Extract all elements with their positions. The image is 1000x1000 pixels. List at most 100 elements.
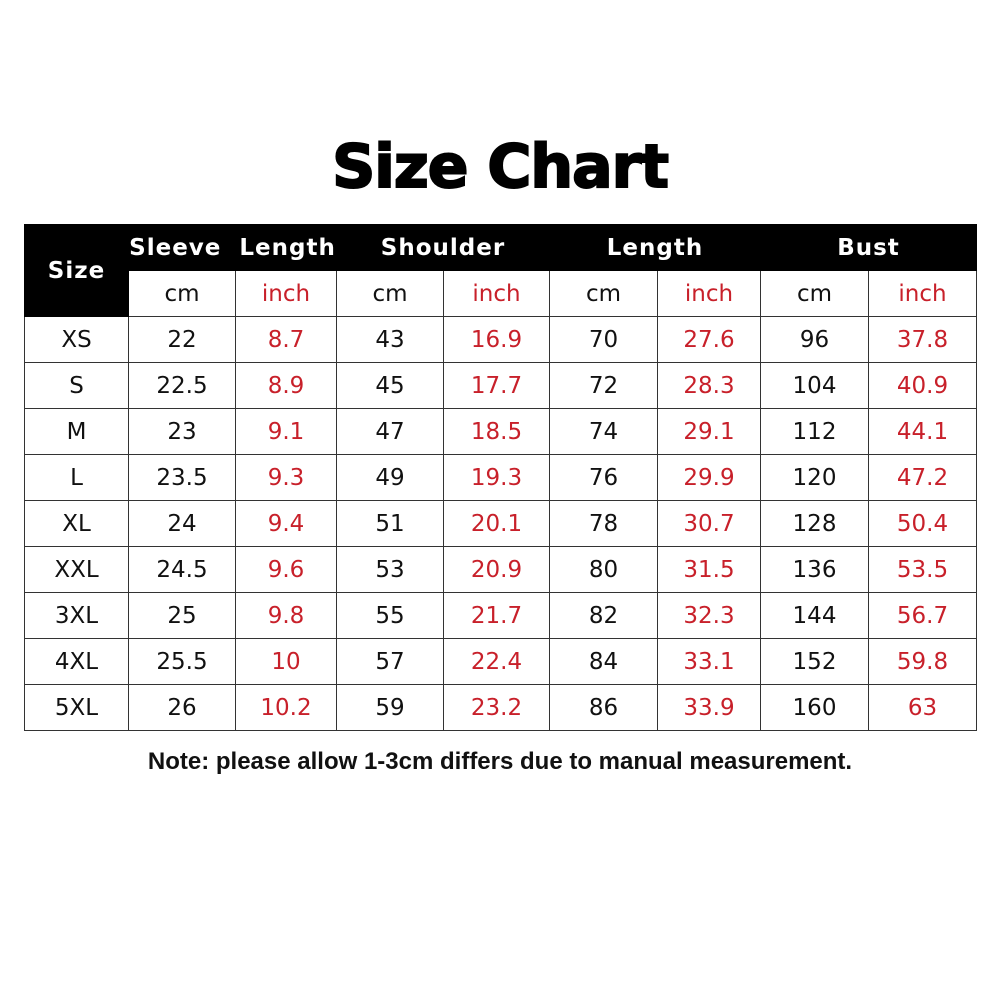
cell: 33.9 (657, 684, 761, 731)
size-label: 4XL (24, 638, 129, 685)
cell: 70 (549, 316, 658, 363)
cell: 9.3 (235, 454, 337, 501)
cell: 22 (128, 316, 236, 363)
cell: 57 (336, 638, 444, 685)
cell: 10 (235, 638, 337, 685)
cell: 56.7 (868, 592, 977, 639)
size-label: XL (24, 500, 129, 547)
cell: 33.1 (657, 638, 761, 685)
cell: 50.4 (868, 500, 977, 547)
cell: 8.9 (235, 362, 337, 409)
cell: 29.9 (657, 454, 761, 501)
cell: 8.7 (235, 316, 337, 363)
header-sleeve-length: Sleeve Length (128, 224, 337, 271)
cell: 152 (760, 638, 869, 685)
cell: 25 (128, 592, 236, 639)
table-row: XS 22 8.7 43 16.9 70 27.6 96 37.8 (24, 316, 977, 363)
cell: 104 (760, 362, 869, 409)
cell: 74 (549, 408, 658, 455)
cell: 22.4 (443, 638, 550, 685)
cell: 120 (760, 454, 869, 501)
cell: 16.9 (443, 316, 550, 363)
cell: 59 (336, 684, 444, 731)
cell: 160 (760, 684, 869, 731)
cell: 9.1 (235, 408, 337, 455)
cell: 30.7 (657, 500, 761, 547)
cell: 9.6 (235, 546, 337, 593)
cell: 136 (760, 546, 869, 593)
cell: 19.3 (443, 454, 550, 501)
cell: 128 (760, 500, 869, 547)
unit-inch: inch (657, 270, 761, 317)
cell: 27.6 (657, 316, 761, 363)
cell: 31.5 (657, 546, 761, 593)
cell: 23 (128, 408, 236, 455)
unit-inch: inch (868, 270, 977, 317)
cell: 59.8 (868, 638, 977, 685)
table-row: XL 24 9.4 51 20.1 78 30.7 128 50.4 (24, 500, 977, 547)
cell: 17.7 (443, 362, 550, 409)
unit-cm: cm (760, 270, 869, 317)
cell: 144 (760, 592, 869, 639)
cell: 96 (760, 316, 869, 363)
cell: 84 (549, 638, 658, 685)
size-label: M (24, 408, 129, 455)
table-row: 4XL 25.5 10 57 22.4 84 33.1 152 59.8 (24, 638, 977, 685)
cell: 23.2 (443, 684, 550, 731)
cell: 23.5 (128, 454, 236, 501)
cell: 40.9 (868, 362, 977, 409)
cell: 112 (760, 408, 869, 455)
cell: 86 (549, 684, 658, 731)
cell: 21.7 (443, 592, 550, 639)
unit-cm: cm (336, 270, 444, 317)
cell: 24.5 (128, 546, 236, 593)
size-label: 5XL (24, 684, 129, 731)
cell: 32.3 (657, 592, 761, 639)
cell: 20.9 (443, 546, 550, 593)
cell: 18.5 (443, 408, 550, 455)
cell: 72 (549, 362, 658, 409)
size-label: 3XL (24, 592, 129, 639)
cell: 28.3 (657, 362, 761, 409)
unit-cm: cm (549, 270, 658, 317)
cell: 53.5 (868, 546, 977, 593)
table-row: XXL 24.5 9.6 53 20.9 80 31.5 136 53.5 (24, 546, 977, 593)
cell: 20.1 (443, 500, 550, 547)
size-label: S (24, 362, 129, 409)
size-label: XXL (24, 546, 129, 593)
unit-inch: inch (443, 270, 550, 317)
cell: 29.1 (657, 408, 761, 455)
table-row: 3XL 25 9.8 55 21.7 82 32.3 144 56.7 (24, 592, 977, 639)
unit-inch: inch (235, 270, 337, 317)
cell: 9.4 (235, 500, 337, 547)
table-row: S 22.5 8.9 45 17.7 72 28.3 104 40.9 (24, 362, 977, 409)
cell: 47.2 (868, 454, 977, 501)
size-label: L (24, 454, 129, 501)
cell: 76 (549, 454, 658, 501)
cell: 9.8 (235, 592, 337, 639)
cell: 22.5 (128, 362, 236, 409)
cell: 51 (336, 500, 444, 547)
header-size: Size (24, 224, 129, 317)
cell: 82 (549, 592, 658, 639)
cell: 80 (549, 546, 658, 593)
cell: 26 (128, 684, 236, 731)
table-row: 5XL 26 10.2 59 23.2 86 33.9 160 63 (24, 684, 977, 731)
cell: 78 (549, 500, 658, 547)
cell: 49 (336, 454, 444, 501)
table-row: M 23 9.1 47 18.5 74 29.1 112 44.1 (24, 408, 977, 455)
size-table: Size Sleeve Length Shoulder Length Bust … (24, 224, 977, 731)
cell: 55 (336, 592, 444, 639)
cell: 25.5 (128, 638, 236, 685)
header-length: Length (549, 224, 761, 271)
table-row: L 23.5 9.3 49 19.3 76 29.9 120 47.2 (24, 454, 977, 501)
cell: 47 (336, 408, 444, 455)
cell: 24 (128, 500, 236, 547)
cell: 45 (336, 362, 444, 409)
cell: 37.8 (868, 316, 977, 363)
cell: 43 (336, 316, 444, 363)
page-title: Size Chart (331, 131, 670, 203)
header-bust: Bust (760, 224, 977, 271)
size-label: XS (24, 316, 129, 363)
measurement-note: Note: please allow 1-3cm differs due to … (147, 748, 853, 775)
